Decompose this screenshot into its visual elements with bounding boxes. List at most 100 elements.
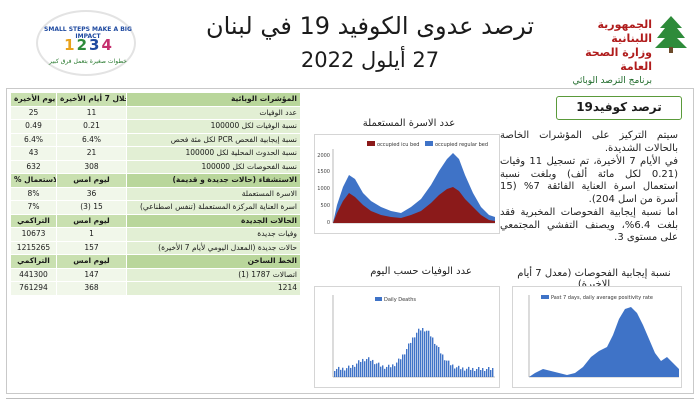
positivity-chart-svg: Past 7 days, daily average positivity ra… — [528, 295, 679, 378]
deaths-bar — [492, 367, 494, 377]
table-row: 43 21 نسبة الحدوث المحلية لكل 100000 — [10, 146, 301, 161]
deaths-bar — [446, 360, 448, 377]
table-cell: 0.21 — [56, 119, 127, 134]
statistics-table: خلال 14 يوم الأخيرة خلال 7 أيام الأخيرة … — [10, 92, 301, 296]
deaths-bar — [434, 343, 436, 377]
deaths-chart: Daily Deaths — [314, 286, 500, 388]
table-cell: نسبة الوفيات لكل 100000 — [126, 119, 301, 134]
deaths-bar — [476, 368, 478, 377]
deaths-bar — [390, 367, 392, 377]
statistics-table-panel: خلال 14 يوم الأخيرة خلال 7 أيام الأخيرة … — [10, 92, 301, 388]
deaths-bar — [472, 367, 474, 377]
deaths-bar — [452, 364, 454, 377]
table-cell: 11 — [56, 105, 127, 120]
deaths-bar — [488, 366, 490, 377]
campaign-arabic-slogan: خطوات صغيرة بتعمل فرق كبير — [49, 58, 127, 65]
deaths-bar — [418, 328, 420, 377]
campaign-number-2: 2 — [76, 36, 87, 54]
header-cell: ليوم امس — [56, 173, 127, 188]
hospital-beds-chart-title: عدد الاسرة المستعملة — [362, 118, 456, 129]
table-cell: 6.4% — [56, 132, 127, 147]
table-cell: نسبة الفحوصات لكل 100000 — [126, 159, 301, 174]
deaths-bar — [482, 367, 484, 377]
table-row: 761294 368 1214 — [10, 281, 301, 296]
deaths-chart-title: عدد الوفيات حسب اليوم — [370, 266, 472, 277]
table-cell: 1215265 — [10, 240, 57, 255]
table-cell: 761294 — [10, 281, 57, 296]
table-cell: 368 — [56, 281, 127, 296]
deaths-bar — [484, 370, 486, 377]
deaths-bar — [382, 365, 384, 377]
deaths-bar — [374, 364, 376, 377]
positivity-chart: Past 7 days, daily average positivity ra… — [512, 286, 682, 388]
summary-panel: ترصد كوفيد19 سيتم التركيز على المؤشرات ا… — [306, 90, 690, 390]
deaths-bar — [424, 331, 426, 377]
deaths-bar — [450, 365, 452, 377]
y-tick: 1500 — [317, 169, 330, 175]
deaths-bar — [410, 342, 412, 377]
table-cell: عدد الوفيات — [126, 105, 301, 120]
icu-beds-area — [333, 187, 495, 223]
deaths-bar — [346, 368, 348, 377]
ministry-line-ministry: وزارة الصحة العامة — [585, 46, 652, 73]
table-cell: 1 — [56, 227, 127, 242]
deaths-bar — [354, 366, 356, 377]
table-row: 10673 1 وفيات جديدة — [10, 227, 301, 242]
table-header-hospitalization: % نسبة الاستعمال ليوم امس الاستشفاء (حال… — [10, 173, 301, 188]
deaths-bar — [408, 343, 410, 377]
header-cell: الخط الساخن — [126, 254, 301, 269]
deaths-bar — [428, 330, 430, 377]
summary-paragraph: سيتم التركيز على المؤشرات الخاصة بالحالا… — [500, 130, 678, 154]
covid-badge: ترصد كوفيد19 — [556, 96, 682, 120]
table-cell: 147 — [56, 267, 127, 282]
deaths-bar — [378, 362, 380, 377]
ministry-line-republic: الجمهورية اللبنانية — [597, 18, 653, 45]
deaths-bar — [338, 366, 340, 377]
ministry-name: الجمهورية اللبنانية وزارة الصحة العامة ب… — [560, 18, 652, 88]
table-cell: 25 — [10, 105, 57, 120]
deaths-bar — [442, 354, 444, 377]
deaths-bar — [440, 353, 442, 377]
deaths-bar — [396, 362, 398, 377]
table-cell: اتصالات 1787 (1) — [126, 267, 301, 282]
legend-label-deaths: Daily Deaths — [384, 297, 416, 303]
deaths-bar — [486, 368, 488, 377]
deaths-bar — [392, 364, 394, 377]
campaign-numbers: 1 2 3 4 — [50, 36, 126, 54]
deaths-bar — [388, 364, 390, 377]
deaths-bar — [368, 357, 370, 377]
deaths-chart-svg: Daily Deaths — [332, 295, 495, 378]
table-cell: الاسرة المستعملة — [126, 186, 301, 201]
deaths-bar — [352, 364, 354, 377]
deaths-bar — [358, 360, 360, 377]
deaths-bar — [462, 367, 464, 377]
deaths-bar — [414, 337, 416, 377]
deaths-bar — [430, 336, 432, 377]
table-cell: حالات جديدة (المعدل اليومي لأيام 7 الأخي… — [126, 240, 301, 255]
table-cell: 1214 — [126, 281, 301, 296]
deaths-bar — [448, 360, 450, 377]
table-cell: 632 — [10, 159, 57, 174]
positivity-chart-title: نسبة إيجابية الفحوصات (معدل 7 أيام الاخي… — [517, 268, 671, 290]
deaths-bar — [478, 366, 480, 377]
table-cell: 6.4% — [10, 132, 57, 147]
deaths-bar — [336, 368, 338, 377]
deaths-bar — [416, 332, 418, 377]
campaign-number-3: 3 — [89, 36, 100, 54]
deaths-bar — [402, 354, 404, 377]
header-cell: % نسبة الاستعمال — [10, 173, 57, 188]
deaths-bar — [364, 361, 366, 377]
header-cell: ليوم امس — [56, 254, 127, 269]
campaign-number-1: 1 — [64, 36, 75, 54]
deaths-bar — [386, 366, 388, 377]
table-row: 0.49 0.21 نسبة الوفيات لكل 100000 — [10, 119, 301, 134]
table-cell: 157 — [56, 240, 127, 255]
deaths-bar — [342, 367, 344, 377]
hospital-beds-chart-svg: occupied icu bed occupied regular bed 20… — [317, 141, 495, 226]
table-cell: 441300 — [10, 267, 57, 282]
page-title: ترصد عدوى الكوفيد 19 في لبنان — [205, 12, 535, 40]
deaths-bar — [422, 328, 424, 377]
footer-divider — [6, 398, 694, 408]
deaths-bar — [400, 359, 402, 377]
table-header-new-cases: التراكمي ليوم امس الحالات الجديدة — [10, 213, 301, 228]
